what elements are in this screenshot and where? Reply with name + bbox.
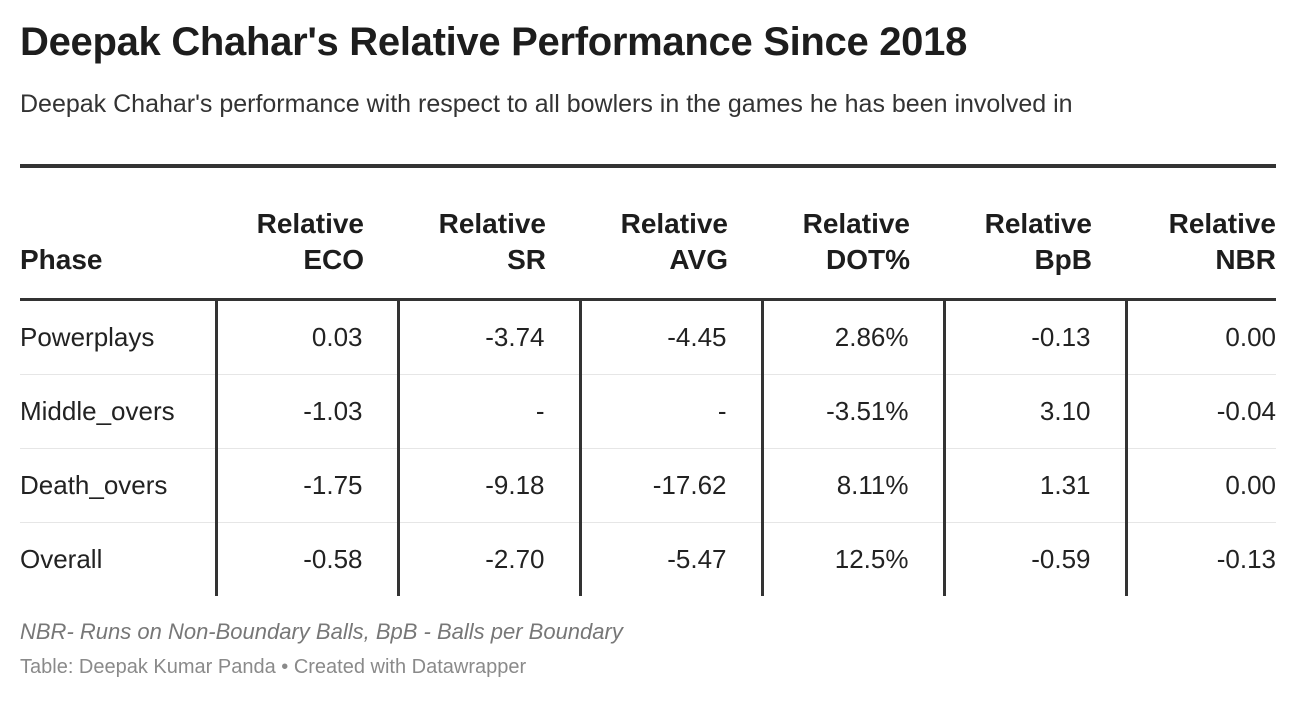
table-cell: -3.74 <box>396 299 580 375</box>
header-row: Phase Relative ECO Relative SR Relative AVG… <box>20 166 1276 301</box>
data-table: Phase Relative ECO Relative SR Relative AVG… <box>20 164 1276 596</box>
table-cell: 12.5% <box>760 522 944 596</box>
title: Deepak Chahar's Relative Performance Sin… <box>20 20 968 64</box>
column-header: Relative BpB <box>944 166 1126 301</box>
column-header: Relative SR <box>398 166 580 301</box>
column-header-text: Relative BpB <box>984 208 1092 275</box>
table-cell: 0.03 <box>214 299 398 375</box>
table-cell: -0.13 <box>942 299 1126 375</box>
table-cell: -1.03 <box>214 374 398 449</box>
table-cell: -17.62 <box>578 448 762 523</box>
table-cell: 8.11% <box>760 448 944 523</box>
row-label: Death_overs <box>20 448 216 523</box>
column-header-text: Relative NBR <box>1168 208 1276 275</box>
column-header-text: Relative SR <box>438 208 546 275</box>
column-header: Relative NBR <box>1126 166 1276 301</box>
table-cell: -5.47 <box>578 522 762 596</box>
column-header: Relative DOT% <box>762 166 944 301</box>
column-header: Relative ECO <box>216 166 398 301</box>
column-header: Relative AVG <box>580 166 762 301</box>
table-cell: -2.70 <box>396 522 580 596</box>
table-row: Death_overs -1.75 -9.18 -17.62 8.11% 1.31 0.00 <box>20 448 1276 523</box>
table-cell: -0.58 <box>214 522 398 596</box>
table-cell: 2.86% <box>760 299 944 375</box>
row-label: Middle_overs <box>20 374 216 449</box>
table-cell: 3.10 <box>942 374 1126 449</box>
table-cell: -0.04 <box>1124 374 1276 449</box>
table-row: Powerplays 0.03 -3.74 -4.45 2.86% -0.13 0.00 <box>20 299 1276 375</box>
row-label: Powerplays <box>20 299 216 375</box>
table-body: Powerplays 0.03 -3.74 -4.45 2.86% -0.13 0.00 Mi… <box>20 299 1276 596</box>
table-cell: - <box>578 374 762 449</box>
table-cell: 1.31 <box>942 448 1126 523</box>
table-row: Middle_overs -1.03- - -3.51% 3.10 -0.04 <box>20 374 1276 449</box>
column-header-text: Relative DOT% <box>802 208 910 275</box>
table-cell: - <box>396 374 580 449</box>
notes: NBR- Runs on Non-Boundary Balls, BpB - B… <box>20 619 623 644</box>
footer: Table: Deepak Kumar Panda • Created with… <box>20 656 527 678</box>
table-cell: -9.18 <box>396 448 580 523</box>
table-row: Overall -0.58 -2.70 -5.47 12.5% -0.59 -0.13 <box>20 522 1276 596</box>
table-cell: -0.59 <box>942 522 1126 596</box>
table-cell: -3.51% <box>760 374 944 449</box>
column-header-text: Relative AVG <box>620 208 728 275</box>
column-header: Phase <box>20 166 216 301</box>
subtitle: Deepak Chahar's performance with respect… <box>20 90 1073 118</box>
column-header-text: Phase <box>20 244 103 275</box>
table-cell: -4.45 <box>578 299 762 375</box>
table-cell: 0.00 <box>1124 299 1276 375</box>
table-cell: -0.13 <box>1124 522 1276 596</box>
column-header-text: Relative ECO <box>256 208 364 275</box>
row-label: Overall <box>20 544 103 574</box>
table-cell: -1.75 <box>214 448 398 523</box>
table-cell: 0.00 <box>1124 448 1276 523</box>
